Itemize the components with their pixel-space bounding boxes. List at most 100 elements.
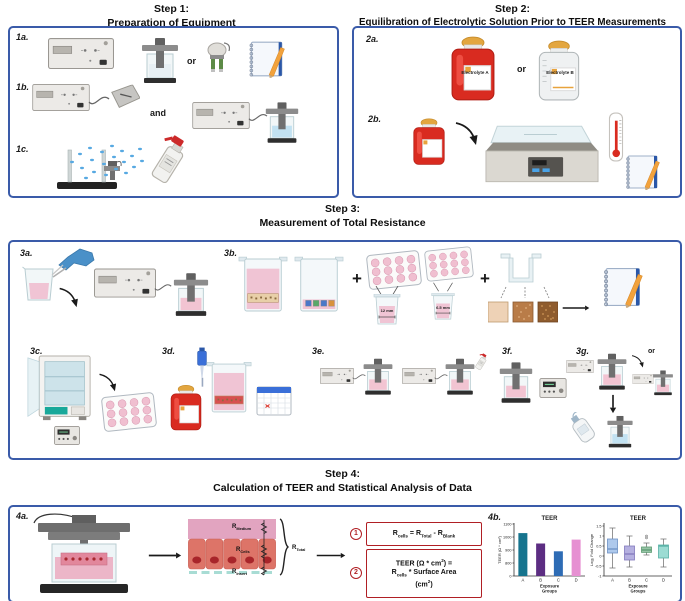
- step3-title-line1: Step 3:: [324, 203, 360, 215]
- test-resistor-icon: [108, 84, 140, 110]
- meter-icon: [566, 360, 594, 373]
- svg-text:B: B: [628, 578, 631, 583]
- curved-arrow-icon: [452, 120, 482, 146]
- and-text-1b: and: [150, 108, 167, 118]
- item-label-3f: 3f.: [502, 346, 513, 356]
- electrode-chamber-icon: [140, 38, 180, 84]
- meter-icon: [632, 374, 654, 384]
- or-text-1a: or: [187, 56, 196, 66]
- svg-text:900: 900: [505, 548, 511, 552]
- item-label-3d: 3d.: [162, 346, 176, 356]
- electrode-chamber-beaker-icon: [498, 360, 534, 406]
- svg-text:A: A: [521, 578, 524, 583]
- panel-step3: 3a. 3b. + 12 mm 6.5 mm + 3c.: [8, 240, 682, 460]
- curved-arrow-icon: [630, 354, 646, 368]
- well-plate-icon: [100, 391, 157, 432]
- item-label-3c: 3c.: [30, 346, 43, 356]
- svg-text:TEER: TEER: [541, 516, 558, 522]
- electrolyte-a-bottle-icon: [446, 36, 500, 102]
- step1-title-line1: Step 1:: [153, 3, 189, 15]
- r-medium-label: RMedium: [232, 524, 252, 532]
- meter-icon: [402, 368, 436, 384]
- electrode-chamber-beaker-icon: [596, 352, 628, 392]
- or-text-2a: or: [517, 64, 526, 74]
- arrow-down-icon: [608, 394, 618, 414]
- svg-text:1.5: 1.5: [596, 524, 601, 528]
- electrode-chamber-beaker-icon: [264, 102, 300, 144]
- svg-text:1: 1: [599, 534, 601, 538]
- formula1-number: 1: [350, 528, 362, 540]
- svg-text:-1: -1: [598, 574, 601, 578]
- ethanol-spray-bottle-icon: [148, 132, 194, 188]
- insert-size-12mm-label: 12 mm: [380, 308, 394, 313]
- 24-well-plate-icon: [422, 245, 475, 282]
- panel-step2: 2a. Electrolyte A or Electrolyte B 2b.: [352, 26, 682, 198]
- svg-text:800: 800: [505, 561, 511, 565]
- arrow-right-icon: [148, 551, 182, 560]
- step2-title-line1: Step 2:: [494, 3, 530, 15]
- electrode-chamber-rinse-icon: [606, 414, 634, 450]
- electrode-chamber-beaker-icon: [652, 368, 674, 398]
- step3-header: Step 3: Measurement of Total Resistance: [0, 203, 685, 230]
- item-label-4b: 4b.: [488, 512, 502, 522]
- chopstick-electrode-icon: [204, 40, 232, 74]
- water-bath-icon: [482, 118, 602, 190]
- culture-chamber-minis-icon: [294, 254, 344, 316]
- formula2-number: 2: [350, 567, 362, 579]
- hanging-insert-icon: [498, 252, 544, 286]
- item-label-2a: 2a.: [366, 34, 379, 44]
- svg-text:0: 0: [599, 554, 601, 558]
- calendar-icon: [256, 384, 292, 416]
- svg-text:Exposure: Exposure: [628, 584, 648, 589]
- curved-arrow-icon: [96, 372, 120, 392]
- item-label-3a: 3a.: [20, 248, 33, 258]
- step1-title-line2: Preparation of Equipment: [107, 16, 236, 29]
- plus-sign: +: [480, 269, 490, 288]
- svg-text:A: A: [611, 578, 614, 583]
- item-label-3e: 3e.: [312, 346, 325, 356]
- r-insert-label: RInsert: [232, 569, 247, 577]
- step3-title-line2: Measurement of Total Resistance: [259, 216, 426, 229]
- svg-text:TEER: TEER: [630, 516, 647, 522]
- teer-measurement-device-icon: [28, 511, 140, 595]
- item-label-3g: 3g.: [576, 346, 590, 356]
- voltohmmeter-icon: [192, 102, 250, 129]
- arrow-right-icon: [562, 304, 590, 312]
- svg-text:D: D: [575, 578, 578, 583]
- media-bottle-icon: [410, 118, 448, 166]
- voltohmmeter-icon: [94, 268, 156, 298]
- svg-text:Groups: Groups: [631, 589, 647, 594]
- teer-bar-chart: TEER 0 800 900 1000 1100 A B C D TEER (Ω * cm²) Exp…: [497, 516, 585, 594]
- panel-step1: 1a. or 1b. and 1c.: [8, 26, 339, 198]
- step4-header: Step 4: Calculation of TEER and Statisti…: [0, 468, 685, 495]
- svg-text:0: 0: [509, 574, 511, 578]
- item-label-1b: 1b.: [16, 82, 30, 92]
- notebook-pencil-icon: [620, 154, 662, 190]
- step2-title-line2: Equilibration of Electrolytic Solution P…: [358, 16, 666, 28]
- svg-text:0.5: 0.5: [596, 544, 601, 548]
- svg-text:D: D: [662, 578, 665, 583]
- mini-spray-icon: [474, 352, 490, 372]
- item-label-4a: 4a.: [16, 511, 29, 521]
- electrolyte-a-label: Electrolyte A: [461, 70, 489, 75]
- svg-text:TEER (Ω * cm²): TEER (Ω * cm²): [497, 535, 502, 564]
- formula2-box: TEER (Ω * cm2) = Rcells * Surface Area (cm…: [366, 549, 482, 598]
- svg-text:C: C: [645, 578, 648, 583]
- meter-icon: [320, 368, 354, 384]
- item-label-1a: 1a.: [16, 32, 29, 42]
- r-cells-label: RCells: [236, 547, 250, 555]
- svg-text:Log₂ Fold Change: Log₂ Fold Change: [589, 533, 594, 566]
- item-label-1c: 1c.: [16, 144, 29, 154]
- mini-electrode-icon: [104, 161, 122, 180]
- 12-well-plate-icon: [364, 249, 423, 291]
- step4-title-line2: Calculation of TEER and Statistical Anal…: [213, 481, 472, 494]
- step2-header: Step 2: Equilibration of Electrolytic So…: [340, 3, 685, 29]
- timer-icon: [54, 426, 80, 445]
- svg-text:1000: 1000: [503, 535, 511, 539]
- svg-text:1100: 1100: [503, 522, 511, 526]
- arrow-right-icon: [316, 551, 346, 560]
- electrode-chamber-beaker-icon: [444, 356, 476, 398]
- voltohmmeter-icon: [48, 38, 114, 69]
- wire-icon: [154, 278, 172, 296]
- svg-text:Groups: Groups: [542, 589, 558, 594]
